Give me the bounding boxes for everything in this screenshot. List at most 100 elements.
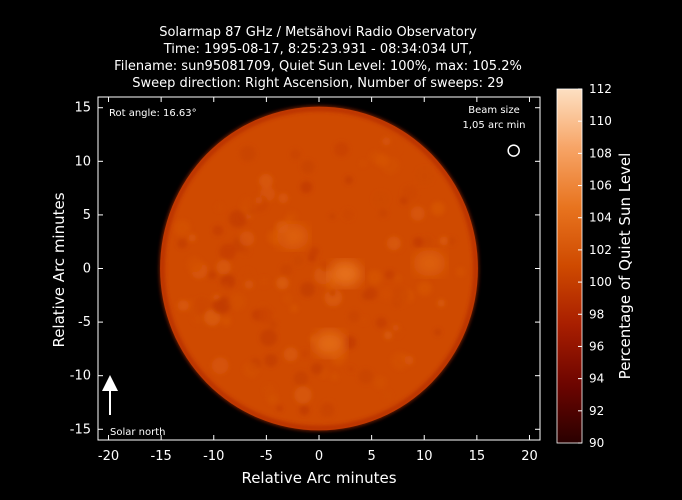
texture-blob — [258, 173, 274, 189]
texture-blob — [293, 371, 309, 386]
texture-blob — [276, 276, 289, 290]
x-tick-label: -10 — [203, 449, 224, 464]
x-axis-ticks: -20 -15 -10 -5 0 5 10 15 20 — [98, 97, 538, 464]
texture-blob — [283, 294, 293, 303]
colorbar-tick-label: 108 — [589, 146, 612, 160]
colorbar-ticks: 90 92 94 96 98 100 102 104 106 108 110 112 — [578, 82, 612, 450]
texture-blob — [358, 369, 374, 385]
texture-blob — [324, 288, 343, 307]
x-tick-label: 10 — [416, 449, 433, 464]
texture-blob — [310, 362, 323, 375]
texture-blob — [378, 208, 388, 218]
texture-blob — [342, 209, 354, 221]
y-axis-ticks: -15 -10 -5 0 5 10 15 — [70, 101, 540, 437]
texture-blob — [391, 352, 409, 370]
texture-blob — [390, 286, 409, 305]
texture-blob — [309, 246, 320, 257]
texture-blob — [375, 153, 389, 167]
texture-blob — [219, 243, 236, 261]
texture-blob — [215, 203, 224, 211]
texture-blob — [241, 246, 250, 256]
texture-blob — [392, 324, 400, 332]
texture-blob — [278, 193, 289, 204]
texture-blob — [359, 316, 367, 325]
colorbar-tick-label: 96 — [589, 339, 604, 353]
disk-limb — [160, 106, 478, 431]
colorbar-tick-label: 90 — [589, 436, 604, 450]
texture-blob — [188, 233, 197, 242]
beam-size-value: 1,05 arc min — [463, 120, 526, 131]
texture-blob — [221, 316, 231, 326]
texture-blob — [228, 209, 247, 228]
texture-blob — [319, 261, 330, 272]
title-line-2: Time: 1995-08-17, 8:25:23.931 - 08:34:03… — [163, 42, 473, 57]
texture-blob — [244, 279, 254, 290]
texture-blob — [207, 270, 217, 280]
y-tick-label: 5 — [83, 208, 91, 223]
texture-blob — [333, 142, 349, 157]
texture-blob — [290, 149, 301, 160]
texture-blob — [292, 255, 304, 267]
colorbar-tick-label: 110 — [589, 114, 612, 128]
texture-blob — [431, 201, 445, 216]
texture-blob — [364, 287, 378, 301]
texture-blob — [263, 384, 276, 397]
texture-blob — [373, 191, 389, 207]
x-tick-label: -15 — [151, 449, 172, 464]
x-tick-label: -20 — [98, 449, 119, 464]
bright-region-central — [329, 260, 362, 287]
texture-blob — [394, 274, 402, 282]
texture-blob — [255, 307, 274, 325]
texture-blob — [284, 216, 293, 225]
beam-marker — [507, 144, 520, 157]
texture-blob — [191, 312, 204, 325]
texture-blob — [386, 236, 401, 251]
texture-blob — [177, 300, 189, 311]
colorbar-tick-label: 106 — [589, 179, 612, 193]
bright-region-north-west — [276, 223, 309, 250]
title-line-1: Solarmap 87 GHz / Metsähovi Radio Observ… — [159, 25, 477, 40]
texture-blob — [437, 299, 445, 307]
texture-blob — [422, 236, 433, 247]
colorbar-tick-label: 102 — [589, 243, 612, 257]
texture-blob — [174, 220, 191, 236]
x-tick-label: -5 — [260, 449, 273, 464]
texture-blob — [301, 349, 310, 358]
texture-blob — [193, 297, 211, 315]
y-tick-label: -10 — [70, 369, 91, 384]
y-tick-label: -5 — [78, 315, 91, 330]
solar-north-label: Solar north — [110, 427, 166, 438]
texture-blob — [412, 236, 424, 248]
texture-blob — [319, 402, 335, 418]
bright-region-south — [313, 330, 346, 357]
texture-blob — [212, 225, 224, 236]
colorbar-tick-label: 92 — [589, 404, 604, 418]
texture-blob — [264, 353, 278, 367]
texture-blob — [221, 283, 230, 291]
texture-blob — [211, 357, 229, 375]
chart-title: Solarmap 87 GHz / Metsähovi Radio Observ… — [114, 25, 522, 91]
y-tick-label: 10 — [74, 154, 91, 169]
texture-blob — [269, 320, 278, 329]
solar-north-arrow — [102, 375, 118, 415]
texture-blob — [455, 267, 465, 277]
texture-blob — [375, 317, 387, 329]
texture-blob — [388, 142, 401, 155]
x-tick-label: 15 — [469, 449, 486, 464]
texture-blob — [299, 405, 310, 416]
texture-blob — [329, 213, 336, 220]
texture-blob — [216, 259, 232, 275]
texture-blob — [301, 160, 315, 174]
x-tick-label: 5 — [367, 449, 375, 464]
texture-blob — [373, 375, 387, 389]
texture-blob — [343, 335, 357, 350]
texture-blob — [241, 269, 254, 282]
texture-blob — [402, 185, 418, 201]
texture-blob — [380, 288, 394, 301]
texture-blob — [243, 361, 260, 378]
texture-blob — [290, 304, 299, 313]
texture-blob — [239, 231, 255, 247]
texture-blob — [344, 175, 354, 185]
texture-blob — [259, 277, 269, 287]
texture-blob — [330, 373, 339, 381]
